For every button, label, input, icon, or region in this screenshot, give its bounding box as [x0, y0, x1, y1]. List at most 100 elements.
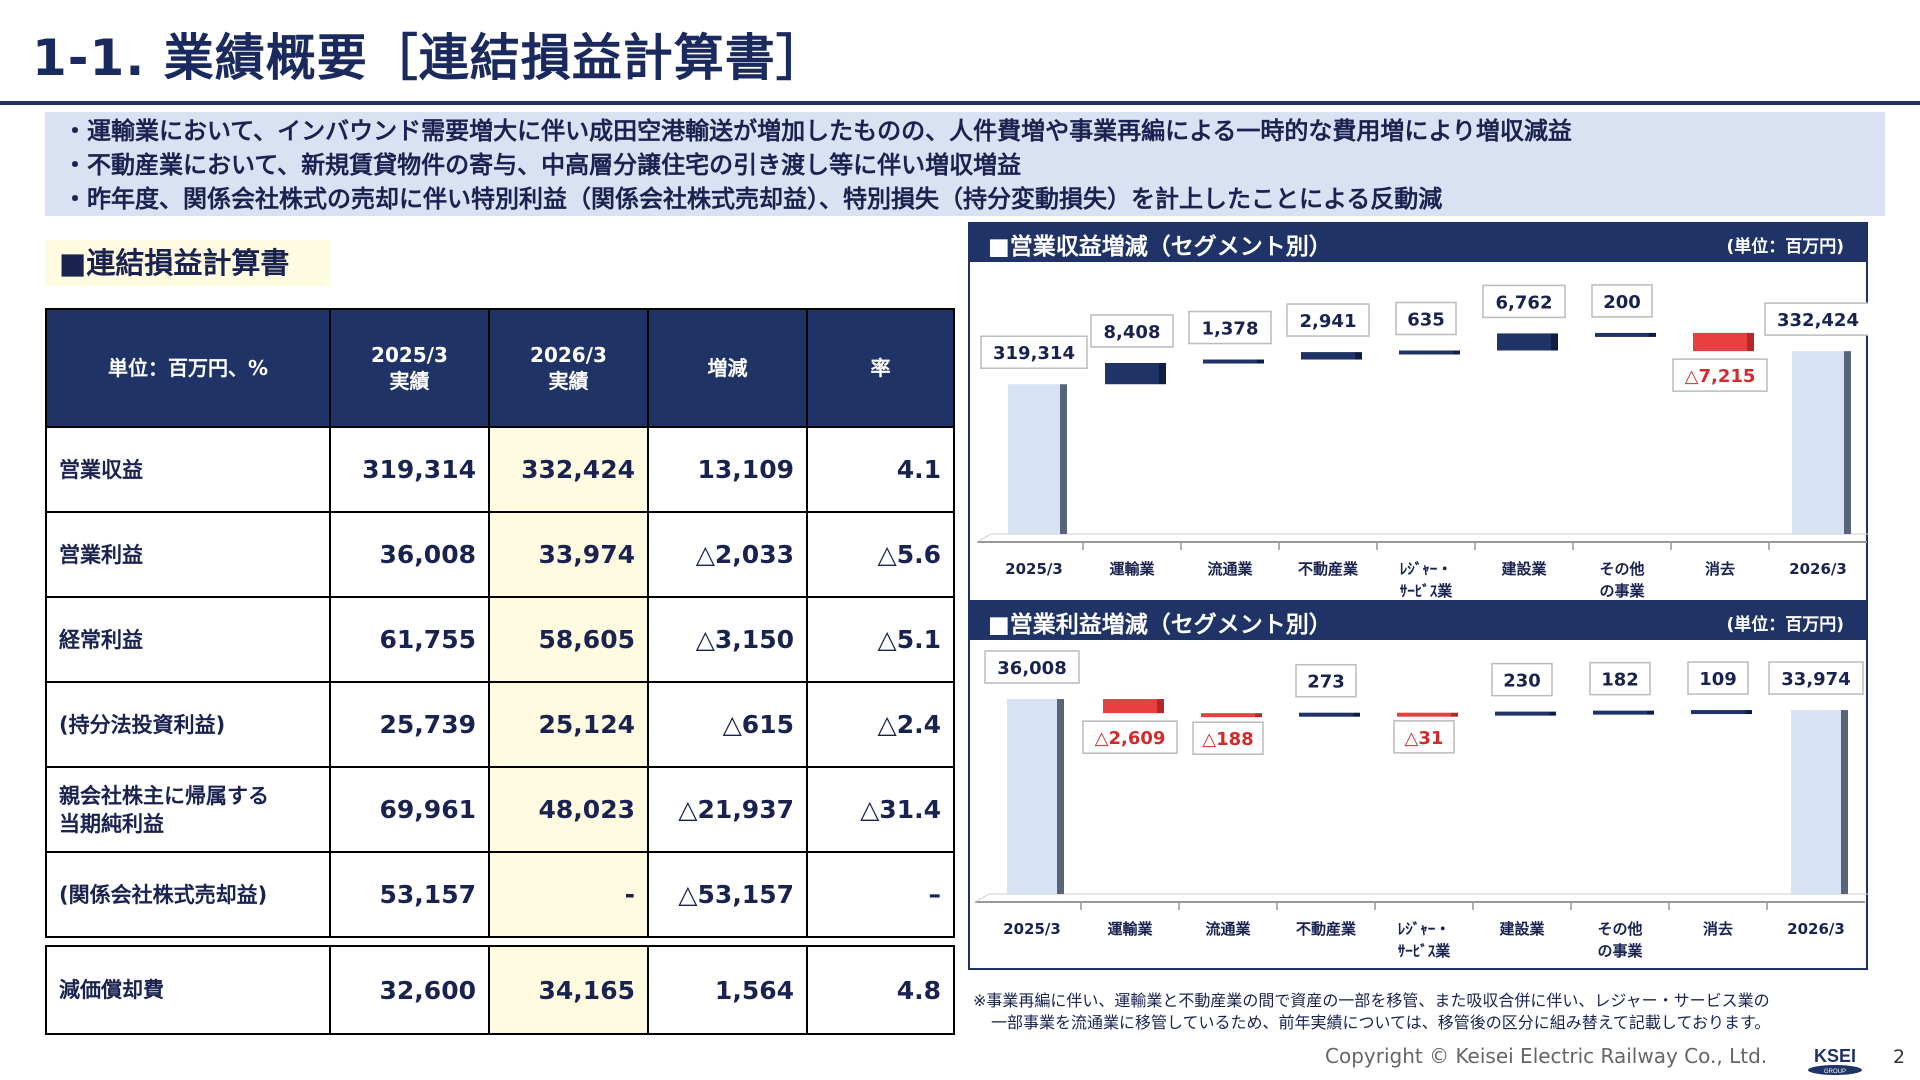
category-label: 建設業	[1501, 560, 1547, 578]
value-label-box	[1491, 662, 1553, 697]
table-row: 営業利益 36,008 33,974 △2,033 △5.6	[45, 511, 955, 598]
value-label-2: △188	[1192, 721, 1264, 755]
cell-curr: -	[488, 851, 649, 938]
category-label: 2026/3	[1787, 920, 1845, 938]
summary-bullet: ・昨年度、関係会社株式の売却に伴い特別利益（関係会社株式売却益）、特別損失（持分…	[63, 185, 1443, 213]
bar-2	[1203, 359, 1264, 364]
page-number: 2	[1893, 1046, 1906, 1068]
row-label: (持分法投資利益)	[45, 681, 331, 768]
bar-side	[1549, 711, 1556, 716]
value-label-box	[984, 650, 1080, 684]
value-label-7: 109	[1687, 661, 1749, 695]
bar-face	[1008, 384, 1060, 534]
category-label: その他	[1597, 920, 1642, 938]
category-label: 2025/3	[1005, 560, 1063, 578]
category-label: 建設業	[1499, 920, 1545, 938]
table-row: (関係会社株式売却益) 53,157 - △53,157 –	[45, 851, 955, 938]
value-label-7: △7,215	[1672, 358, 1768, 392]
cell-diff: △2,033	[647, 511, 808, 598]
bar-5	[1495, 711, 1556, 716]
category-label: ｻｰﾋﾞｽ業	[1400, 582, 1454, 600]
category-label: 不動産業	[1298, 560, 1359, 578]
summary-bullet: ・不動産業において、新規賃貸物件の寄与、中高層分譲住宅の引き渡し等に伴い増収増益	[63, 151, 1022, 179]
cell-prev: 61,755	[329, 596, 490, 683]
cell-rate: 4.1	[806, 426, 955, 513]
value-label-box	[1295, 663, 1357, 698]
revenue-waterfall-chart: 319,314 2025/3 8,408 運輸業 1,378 流通業 2,941 不動産業 63…	[976, 284, 1868, 600]
value-label-text: △188	[1202, 729, 1253, 750]
value-label-box	[1482, 284, 1566, 319]
bar-3	[1299, 712, 1360, 717]
bar-face	[1105, 363, 1159, 385]
table-row: (持分法投資利益) 25,739 25,124 △615 △2.4	[45, 681, 955, 768]
bar-4	[1397, 712, 1458, 717]
value-label-text: 230	[1503, 671, 1541, 692]
bar-face	[1399, 350, 1453, 355]
bar-face	[1595, 332, 1649, 337]
cell-curr: 25,124	[488, 681, 649, 768]
footnote-line: 一部事業を流通業に移管しているため、前年実績については、移管後の区分に組み替えて…	[991, 1013, 1771, 1032]
category-label: 消去	[1703, 920, 1733, 938]
profit-chart-title: ■営業利益増減（セグメント別）	[988, 612, 1332, 638]
bar-face	[1693, 332, 1747, 352]
cell-prev: 36,008	[329, 511, 490, 598]
value-label-box	[1192, 721, 1264, 755]
bar-7	[1693, 332, 1754, 352]
cell-rate: △31.4	[806, 766, 955, 853]
profit-chart-unit: (単位：百万円)	[1726, 615, 1844, 635]
axis-floor	[974, 893, 1868, 903]
header-prev: 2025/3 実績	[329, 308, 490, 428]
value-label-box	[1393, 720, 1455, 754]
cell-rate: –	[806, 851, 955, 938]
category-label: 2026/3	[1789, 560, 1847, 578]
table-row: 営業収益 319,314 332,424 13,109 4.1	[45, 426, 955, 513]
bar-face	[1791, 710, 1841, 894]
bar-side	[1255, 713, 1262, 718]
value-label-text: 33,974	[1781, 669, 1850, 690]
bar-face	[1201, 713, 1255, 718]
cell-curr: 48,023	[488, 766, 649, 853]
logo-sub: GROUP	[1824, 1069, 1846, 1075]
bar-6	[1595, 332, 1656, 337]
revenue-chart-title: ■営業収益増減（セグメント別）	[988, 234, 1332, 260]
bar-face	[1792, 351, 1844, 534]
bar-side	[1057, 699, 1064, 894]
bar-side	[1551, 333, 1558, 351]
cell-diff: △3,150	[647, 596, 808, 683]
bar-face	[1007, 699, 1057, 894]
value-label-box	[980, 335, 1088, 369]
value-label-text: 8,408	[1104, 322, 1161, 343]
value-label-4: 635	[1395, 301, 1457, 336]
footnote-line: ※事業再編に伴い、運輸業と不動産業の間で資産の一部を移管、また吸収合併に伴い、レ…	[973, 991, 1770, 1010]
copyright: Copyright © Keisei Electric Railway Co.,…	[1325, 1044, 1768, 1068]
bar-side	[1453, 350, 1460, 355]
bar-face	[1397, 712, 1451, 717]
bar-4	[1399, 350, 1460, 355]
value-label-2: 1,378	[1188, 310, 1272, 345]
value-label-6: 200	[1591, 284, 1653, 318]
bar-side	[1451, 712, 1458, 717]
bar-side	[1841, 710, 1848, 894]
header-diff: 増減	[647, 308, 808, 428]
cell-rate: △5.1	[806, 596, 955, 683]
category-label: ﾚｼﾞｬｰ・	[1400, 560, 1453, 578]
bar-face	[1203, 359, 1257, 364]
category-label: その他	[1599, 560, 1644, 578]
bar-side	[1060, 384, 1067, 534]
profit-waterfall-chart: 36,008 2025/3 △2,609 運輸業 △188 流通業 273 不動産業 △31 ﾚｼ…	[974, 650, 1868, 960]
axis-floor	[976, 533, 1868, 543]
cell-prev: 25,739	[329, 681, 490, 768]
bar-side	[1747, 332, 1754, 352]
value-label-box	[1188, 310, 1272, 345]
value-label-8: 332,424	[1764, 302, 1868, 336]
value-label-6: 182	[1589, 661, 1651, 696]
bar-side	[1353, 712, 1360, 717]
value-label-5: 230	[1491, 662, 1553, 697]
cell-prev: 32,600	[329, 945, 490, 1035]
bar-side	[1355, 352, 1362, 360]
category-label: 流通業	[1205, 920, 1251, 938]
bar-7	[1691, 710, 1752, 715]
summary-box: ・運輸業において、インバウンド需要増大に伴い成田空港輸送が増加したものの、人件費…	[45, 112, 1885, 216]
value-label-box	[1768, 661, 1864, 695]
table-row: 経常利益 61,755 58,605 △3,150 △5.1	[45, 596, 955, 683]
